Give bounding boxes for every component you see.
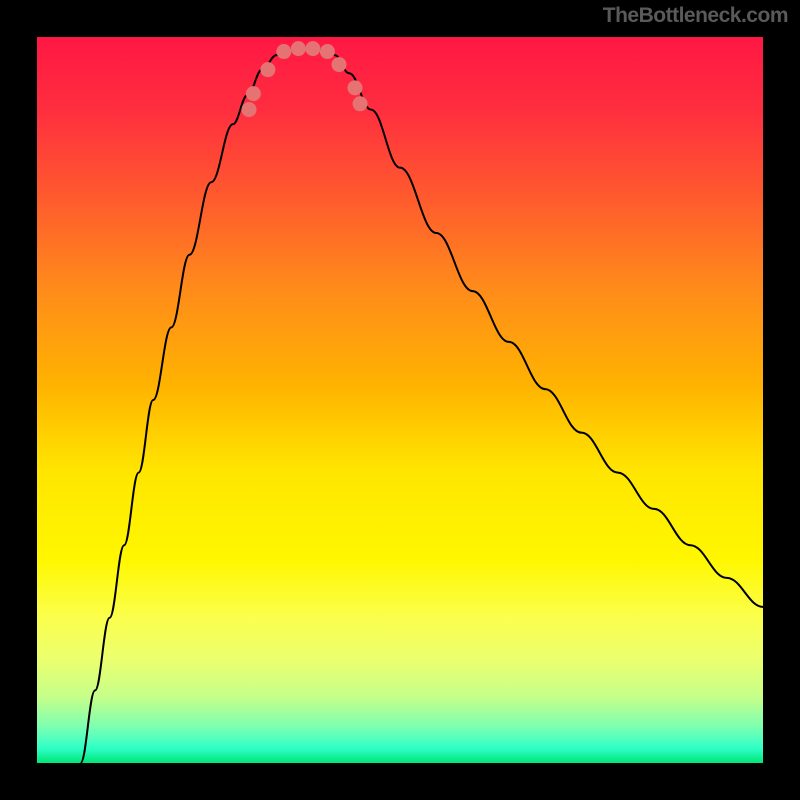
data-marker: [305, 41, 320, 56]
curve-left: [81, 55, 277, 763]
data-marker: [320, 44, 335, 59]
data-marker: [332, 57, 347, 72]
data-markers: [241, 41, 367, 117]
data-marker: [246, 86, 261, 101]
data-marker: [276, 44, 291, 59]
curve-right: [335, 55, 763, 607]
data-marker: [241, 102, 256, 117]
data-marker: [347, 80, 362, 95]
data-marker: [260, 62, 275, 77]
data-marker: [291, 41, 306, 56]
plot-area: [37, 37, 763, 763]
chart-curves: [37, 37, 763, 763]
watermark-text: TheBottleneck.com: [603, 4, 788, 28]
data-marker: [353, 96, 368, 111]
